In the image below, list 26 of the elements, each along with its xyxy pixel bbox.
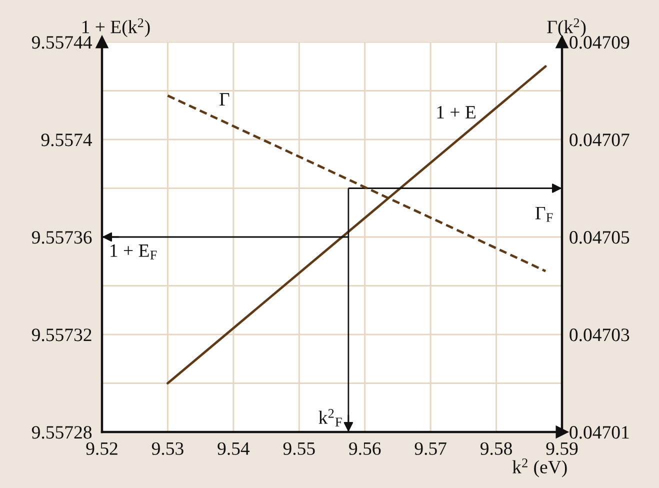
series-label: 1 + E: [437, 106, 476, 118]
y2-tick-label: 0.04705: [570, 231, 630, 244]
series-label: Γ: [220, 93, 230, 106]
y-tick-label: 9.55736: [32, 231, 92, 244]
x-tick-label: 9.55: [283, 442, 315, 455]
y2-tick-label: 0.04709: [570, 36, 630, 49]
y-axis-title: 1 + E(k$^{2}$): [82, 18, 150, 38]
legend-label: Γ$_{F}$: [535, 206, 553, 222]
y2-tick-label: 0.04701: [570, 426, 629, 439]
y2-axis-title: Γ(k$^{2}$): [547, 18, 586, 38]
y2-tick-label: 0.04703: [570, 328, 630, 342]
y-tick-label: 9.55744: [32, 36, 92, 49]
x-tick-label: 9.59: [546, 442, 578, 455]
x-tick-label: 9.53: [152, 442, 184, 455]
y2-tick-label: 0.04707: [570, 134, 630, 146]
x-tick-label: 9.52: [86, 442, 118, 455]
x-tick-label: 9.58: [480, 442, 512, 455]
x-tick-label: 9.54: [218, 442, 250, 455]
y-tick-label: 9.55728: [32, 426, 92, 439]
x-tick-label: 9.57: [414, 442, 446, 455]
ref-line-label: k$^{2}$$_{F}$: [318, 409, 342, 426]
y-tick-label: 9.55732: [32, 328, 92, 342]
x-tick-label: 9.56: [349, 442, 381, 455]
y-tick-label: 9.5574: [41, 134, 92, 146]
ref-line-label: 1 + E$_{F}$: [110, 244, 157, 260]
x-axis-title: k$^{2}$ (eV): [512, 458, 567, 478]
